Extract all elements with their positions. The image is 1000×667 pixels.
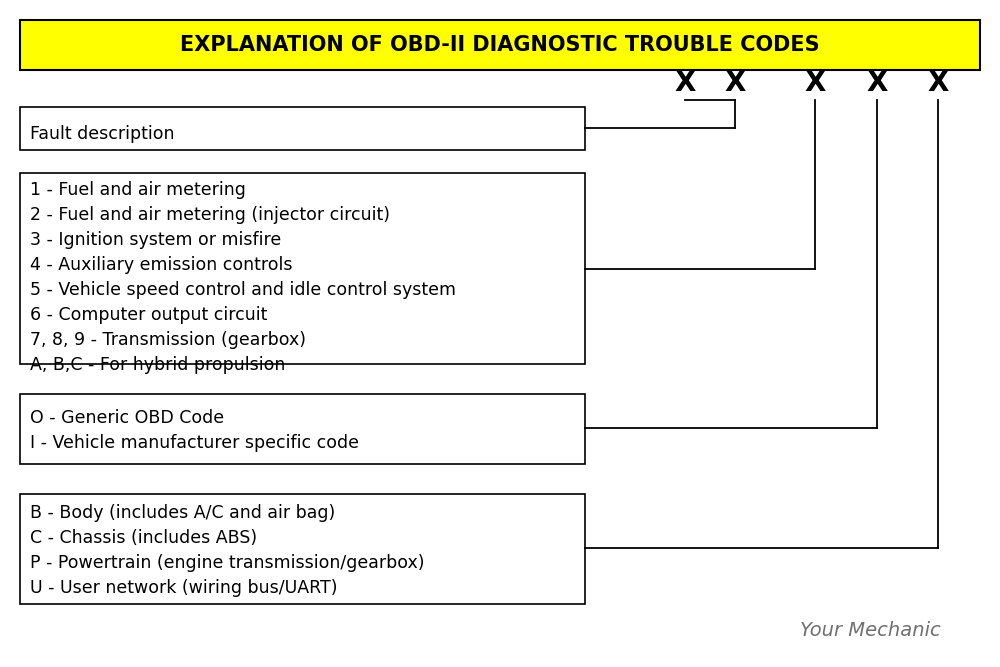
Text: X: X	[804, 69, 826, 97]
Text: Your Mechanic: Your Mechanic	[800, 621, 940, 640]
FancyBboxPatch shape	[20, 107, 585, 150]
Text: X: X	[927, 69, 949, 97]
Text: X: X	[866, 69, 888, 97]
Text: 1 - Fuel and air metering
2 - Fuel and air metering (injector circuit)
3 - Ignit: 1 - Fuel and air metering 2 - Fuel and a…	[30, 181, 456, 374]
Text: X: X	[724, 69, 746, 97]
Text: X: X	[674, 69, 696, 97]
Text: B - Body (includes A/C and air bag)
C - Chassis (includes ABS)
P - Powertrain (e: B - Body (includes A/C and air bag) C - …	[30, 504, 424, 596]
FancyBboxPatch shape	[20, 394, 585, 464]
Text: Fault description: Fault description	[30, 125, 175, 143]
FancyBboxPatch shape	[20, 173, 585, 364]
FancyBboxPatch shape	[20, 20, 980, 70]
FancyBboxPatch shape	[20, 494, 585, 604]
Text: O - Generic OBD Code
I - Vehicle manufacturer specific code: O - Generic OBD Code I - Vehicle manufac…	[30, 409, 359, 452]
Text: EXPLANATION OF OBD-II DIAGNOSTIC TROUBLE CODES: EXPLANATION OF OBD-II DIAGNOSTIC TROUBLE…	[180, 35, 820, 55]
